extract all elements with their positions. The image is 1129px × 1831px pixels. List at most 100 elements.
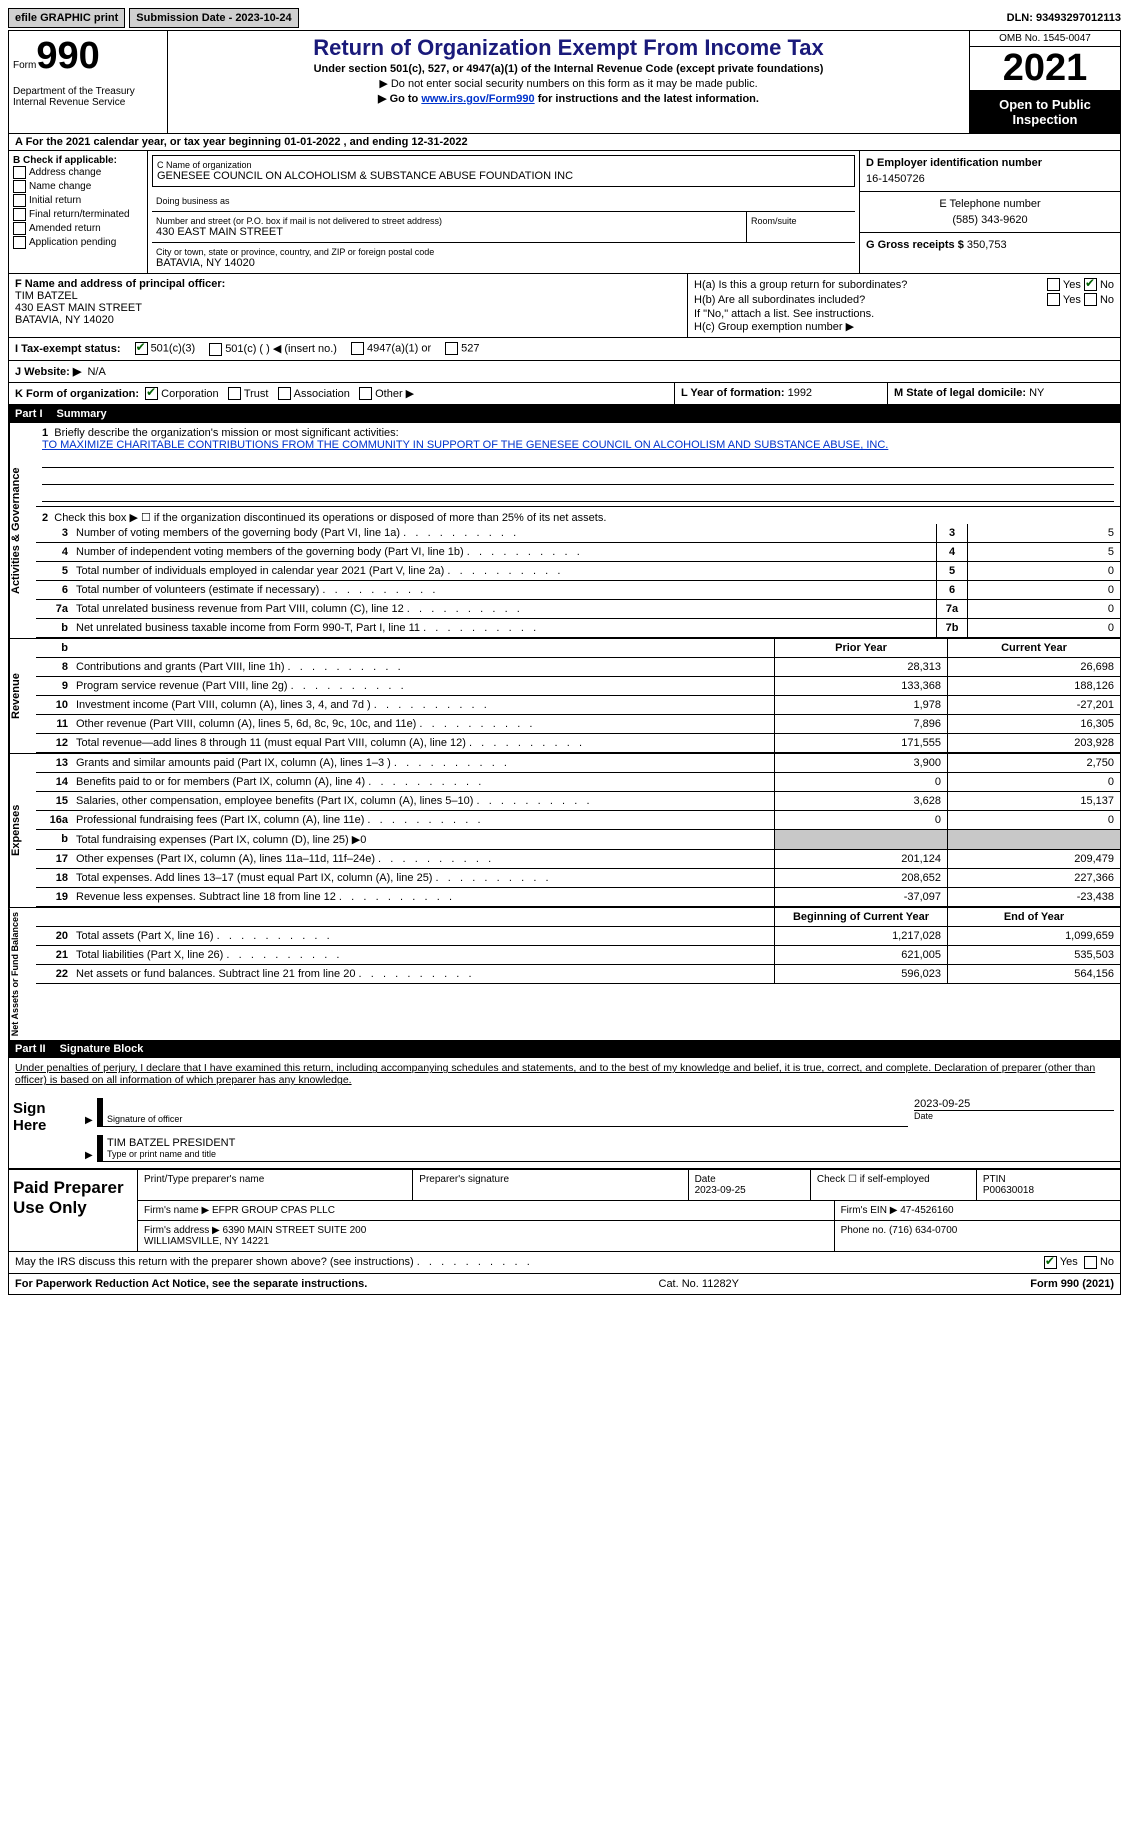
summary-line: 15 Salaries, other compensation, employe… — [36, 792, 1120, 811]
hc-label: H(c) Group exemption number ▶ — [694, 320, 1114, 333]
dept-treasury: Department of the Treasury Internal Reve… — [13, 86, 163, 108]
chk-name-change[interactable]: Name change — [13, 180, 143, 193]
vtab-revenue: Revenue — [9, 639, 36, 753]
form-footer: For Paperwork Reduction Act Notice, see … — [9, 1273, 1120, 1294]
header-sub3: ▶ Go to www.irs.gov/Form990 for instruct… — [178, 92, 959, 105]
sig-date-label: Date — [914, 1111, 1114, 1121]
top-bar: efile GRAPHIC print Submission Date - 20… — [8, 8, 1121, 28]
ha-yes-checkbox[interactable] — [1047, 278, 1060, 291]
chk-corporation[interactable]: Corporation — [145, 388, 218, 400]
line1-mission: 1 Briefly describe the organization's mi… — [36, 423, 1120, 507]
summary-line: b Net unrelated business taxable income … — [36, 619, 1120, 638]
hb-label: H(b) Are all subordinates included? — [694, 294, 1047, 306]
sig-officer-label: Signature of officer — [107, 1114, 904, 1124]
summary-line: 16a Professional fundraising fees (Part … — [36, 811, 1120, 830]
summary-line: 10 Investment income (Part VIII, column … — [36, 696, 1120, 715]
chk-527[interactable]: 527 — [445, 342, 479, 355]
col-d-e-g: D Employer identification number 16-1450… — [860, 151, 1120, 273]
chk-initial-return[interactable]: Initial return — [13, 194, 143, 207]
vtab-governance: Activities & Governance — [9, 423, 36, 638]
state-domicile: NY — [1029, 387, 1044, 399]
open-inspection: Open to Public Inspection — [970, 91, 1120, 133]
governance-block: Activities & Governance 1 Briefly descri… — [9, 423, 1120, 638]
mission-text[interactable]: TO MAXIMIZE CHARITABLE CONTRIBUTIONS FRO… — [42, 439, 888, 451]
discuss-no-checkbox[interactable] — [1084, 1256, 1097, 1269]
header-mid: Return of Organization Exempt From Incom… — [168, 31, 969, 133]
summary-line: b Total fundraising expenses (Part IX, c… — [36, 830, 1120, 850]
year-formation: 1992 — [788, 387, 812, 399]
row-a-period: A For the 2021 calendar year, or tax yea… — [9, 134, 1120, 151]
ein-value: 16-1450726 — [866, 173, 1114, 185]
summary-line: 3 Number of voting members of the govern… — [36, 524, 1120, 543]
tax-year: 2021 — [970, 47, 1120, 91]
col-c-org-info: C Name of organization GENESEE COUNCIL O… — [148, 151, 860, 273]
summary-line: 21 Total liabilities (Part X, line 26) 6… — [36, 946, 1120, 965]
chk-trust[interactable]: Trust — [228, 388, 269, 400]
hb-no-checkbox[interactable] — [1084, 293, 1097, 306]
col-current-year: Current Year — [947, 639, 1120, 657]
chk-address-change[interactable]: Address change — [13, 166, 143, 179]
summary-line: 13 Grants and similar amounts paid (Part… — [36, 754, 1120, 773]
header-sub1: Under section 501(c), 527, or 4947(a)(1)… — [178, 63, 959, 75]
prep-name-label: Print/Type preparer's name — [144, 1174, 264, 1185]
summary-line: 20 Total assets (Part X, line 16) 1,217,… — [36, 927, 1120, 946]
firm-ein: 47-4526160 — [900, 1205, 953, 1216]
submission-date[interactable]: Submission Date - 2023-10-24 — [129, 8, 298, 28]
summary-line: 5 Total number of individuals employed i… — [36, 562, 1120, 581]
summary-line: 12 Total revenue—add lines 8 through 11 … — [36, 734, 1120, 753]
expenses-block: Expenses 13 Grants and similar amounts p… — [9, 753, 1120, 907]
form-frame: Form990 Department of the Treasury Inter… — [8, 30, 1121, 1295]
discuss-yes-checkbox[interactable] — [1044, 1256, 1057, 1269]
footer-right: Form 990 (2021) — [1030, 1278, 1114, 1290]
chk-application-pending[interactable]: Application pending — [13, 236, 143, 249]
chk-501c[interactable]: 501(c) ( ) ◀ (insert no.) — [209, 342, 337, 356]
ptin-value: P00630018 — [983, 1185, 1034, 1196]
firm-name-label: Firm's name ▶ — [144, 1205, 209, 1216]
firm-addr-label: Firm's address ▶ — [144, 1225, 220, 1236]
sig-name: TIM BATZEL PRESIDENT — [107, 1137, 1116, 1149]
section-b-to-g: B Check if applicable: Address change Na… — [9, 151, 1120, 274]
summary-line: 6 Total number of volunteers (estimate i… — [36, 581, 1120, 600]
city-value: BATAVIA, NY 14020 — [156, 257, 851, 269]
chk-501c3[interactable]: 501(c)(3) — [135, 342, 196, 355]
hb-yes-checkbox[interactable] — [1047, 293, 1060, 306]
gross-receipts-value: 350,753 — [967, 239, 1007, 251]
header-right: OMB No. 1545-0047 2021 Open to Public In… — [969, 31, 1120, 133]
c-name-label: C Name of organization — [157, 160, 850, 170]
officer-name: TIM BATZEL — [15, 290, 681, 302]
b-label: B Check if applicable: — [13, 155, 143, 166]
sign-here-label: Sign Here — [9, 1090, 87, 1168]
penalty-statement: Under penalties of perjury, I declare th… — [9, 1058, 1120, 1090]
summary-line: 8 Contributions and grants (Part VIII, l… — [36, 658, 1120, 677]
form-title: Return of Organization Exempt From Incom… — [178, 35, 959, 61]
col-prior-year: Prior Year — [774, 639, 947, 657]
summary-line: 22 Net assets or fund balances. Subtract… — [36, 965, 1120, 984]
chk-final-return[interactable]: Final return/terminated — [13, 208, 143, 221]
prep-date: 2023-09-25 — [695, 1185, 746, 1196]
org-name: GENESEE COUNCIL ON ALCOHOLISM & SUBSTANC… — [157, 170, 850, 182]
ha-label: H(a) Is this a group return for subordin… — [694, 279, 1047, 291]
col-b-checkboxes: B Check if applicable: Address change Na… — [9, 151, 148, 273]
prep-check-label: Check ☐ if self-employed — [817, 1174, 930, 1185]
firm-phone-label: Phone no. — [841, 1225, 887, 1236]
chk-4947[interactable]: 4947(a)(1) or — [351, 342, 431, 355]
chk-association[interactable]: Association — [278, 388, 350, 400]
d-label: D Employer identification number — [866, 157, 1114, 169]
row-j-website: J Website: ▶ N/A — [9, 361, 1120, 383]
chk-amended-return[interactable]: Amended return — [13, 222, 143, 235]
summary-line: 9 Program service revenue (Part VIII, li… — [36, 677, 1120, 696]
g-label: G Gross receipts $ — [866, 239, 964, 251]
efile-badge[interactable]: efile GRAPHIC print — [8, 8, 125, 28]
dln: DLN: 93493297012113 — [1007, 12, 1121, 24]
chk-other[interactable]: Other ▶ — [359, 388, 414, 400]
dba-label: Doing business as — [156, 196, 230, 206]
i-label: I Tax-exempt status: — [15, 343, 121, 355]
street-label: Number and street (or P.O. box if mail i… — [156, 216, 742, 226]
website-value: N/A — [87, 366, 105, 378]
ha-no-checkbox[interactable] — [1084, 278, 1097, 291]
hb-note: If "No," attach a list. See instructions… — [694, 308, 1114, 320]
irs-link[interactable]: www.irs.gov/Form990 — [421, 93, 534, 105]
summary-line: 7a Total unrelated business revenue from… — [36, 600, 1120, 619]
e-label: E Telephone number — [866, 198, 1114, 210]
irs-discuss-text: May the IRS discuss this return with the… — [15, 1256, 1044, 1269]
